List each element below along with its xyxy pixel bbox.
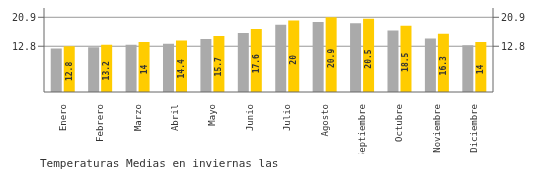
svg-text:12.8: 12.8 bbox=[501, 41, 525, 52]
svg-text:Mayo: Mayo bbox=[207, 104, 217, 126]
svg-text:17.6: 17.6 bbox=[252, 54, 261, 73]
svg-text:18.5: 18.5 bbox=[401, 52, 410, 71]
svg-text:20.9: 20.9 bbox=[327, 49, 336, 68]
svg-text:20: 20 bbox=[289, 55, 298, 65]
svg-text:Octubre: Octubre bbox=[394, 104, 404, 142]
svg-text:14.4: 14.4 bbox=[177, 59, 186, 78]
svg-text:Diciembre: Diciembre bbox=[469, 104, 479, 153]
svg-text:Septiembre: Septiembre bbox=[357, 104, 367, 154]
svg-text:14: 14 bbox=[476, 64, 485, 74]
svg-text:14: 14 bbox=[140, 64, 149, 74]
svg-text:Enero: Enero bbox=[58, 104, 68, 131]
html-text:Temperaturas Medias en inviern: Temperaturas Medias en inviernas las bbox=[40, 157, 279, 170]
svg-text:12.8: 12.8 bbox=[65, 62, 74, 81]
svg-text:13.2: 13.2 bbox=[102, 61, 111, 80]
svg-text:Abril: Abril bbox=[170, 104, 180, 131]
svg-text:Julio: Julio bbox=[282, 104, 292, 131]
svg-text:Junio: Junio bbox=[245, 104, 255, 131]
svg-text:20.5: 20.5 bbox=[364, 49, 373, 68]
svg-text:20.9: 20.9 bbox=[12, 12, 36, 23]
svg-text:20.9: 20.9 bbox=[501, 12, 525, 23]
svg-text:Noviembre: Noviembre bbox=[432, 104, 442, 153]
svg-text:Febrero: Febrero bbox=[95, 104, 105, 142]
svg-text:Agosto: Agosto bbox=[320, 104, 330, 137]
svg-text:16.3: 16.3 bbox=[439, 56, 448, 75]
svg-text:15.7: 15.7 bbox=[214, 57, 223, 76]
svg-text:12.8: 12.8 bbox=[12, 41, 36, 52]
svg-text:Marzo: Marzo bbox=[133, 104, 143, 131]
